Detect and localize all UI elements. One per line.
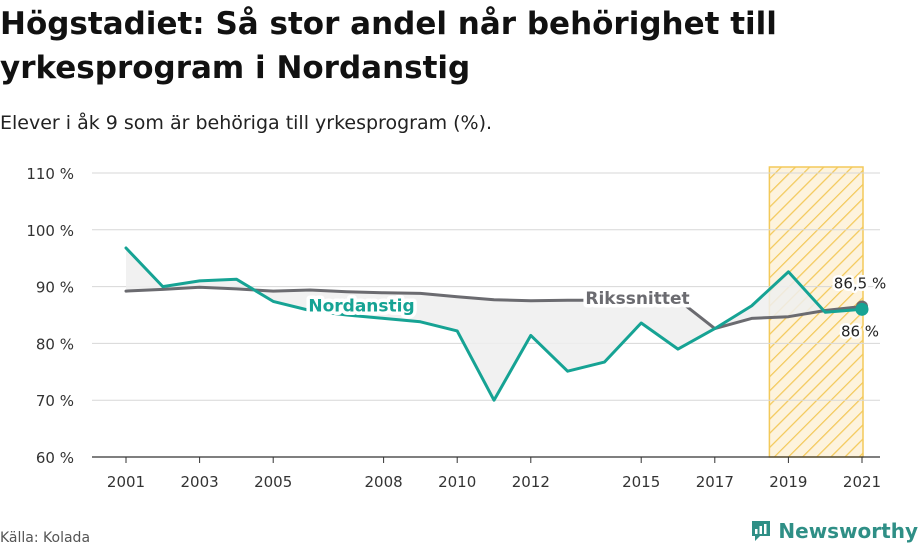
y-tick-label: 70 %	[36, 392, 74, 410]
y-tick-label: 90 %	[36, 279, 74, 297]
x-tick-label: 2017	[696, 473, 734, 491]
x-tick-label: 2019	[769, 473, 807, 491]
x-tick-label: 2008	[365, 473, 403, 491]
x-tick-label: 2001	[107, 473, 145, 491]
difference-area	[126, 247, 862, 401]
end-label-nordanstig: 86 %	[841, 322, 879, 340]
y-tick-label: 100 %	[26, 222, 74, 240]
x-tick-label: 2003	[181, 473, 219, 491]
x-tick-label: 2021	[843, 473, 881, 491]
brand-name: Newsworthy	[778, 519, 918, 543]
series-line-nordanstig	[124, 246, 864, 402]
newsworthy-icon	[752, 521, 771, 541]
x-tick-label: 2010	[438, 473, 476, 491]
chart-title: Högstadiet: Så stor andel når behörighet…	[0, 6, 777, 86]
chart-subtitle: Elever i åk 9 som är behöriga till yrkes…	[0, 112, 493, 134]
source-note: Källa: Kolada	[0, 530, 91, 546]
y-tick-label: 60 %	[36, 449, 74, 467]
x-tick-label: 2015	[622, 473, 660, 491]
x-tick-label: 2012	[512, 473, 550, 491]
y-tick-label: 80 %	[36, 335, 74, 353]
series-line-rikssnittet	[124, 285, 864, 331]
newsworthy-logo: Newsworthy	[750, 519, 918, 543]
series-label-nordanstig: Nordanstig	[308, 296, 414, 316]
line-chart: Nordanstig Rikssnittet 86,5 % 86 % 60 % 70 %…	[26, 165, 888, 491]
series-label-rikssnittet: Rikssnittet	[585, 289, 689, 309]
y-tick-label: 110 %	[26, 165, 74, 183]
end-label-rikssnittet: 86,5 %	[834, 274, 886, 292]
end-point-nordanstig	[855, 302, 869, 316]
x-tick-label: 2005	[254, 473, 292, 491]
